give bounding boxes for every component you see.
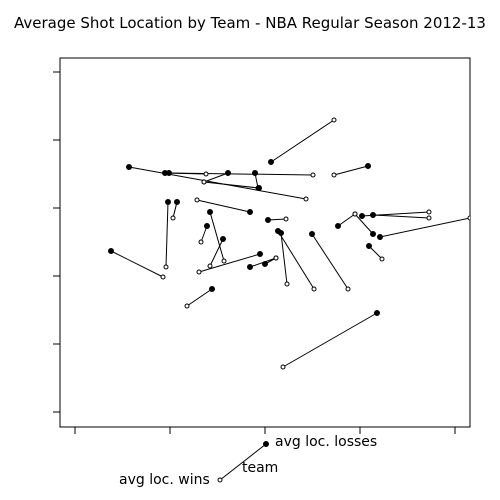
team-wins-point-12	[221, 258, 227, 264]
team-losses-point-17	[370, 212, 376, 218]
team-losses-point-26	[247, 264, 253, 270]
team-losses-point-28	[209, 286, 215, 292]
team-losses-point-3	[166, 170, 172, 176]
team-losses-point-14	[220, 236, 226, 242]
team-losses-point-13	[204, 223, 210, 229]
chart-title: Average Shot Location by Team - NBA Regu…	[14, 14, 486, 32]
team-wins-point-18	[467, 215, 470, 221]
x-axis	[74, 426, 456, 434]
team-losses-point-16	[359, 213, 365, 219]
team-wins-point-13	[198, 239, 204, 245]
legend-wins-marker	[217, 477, 223, 483]
y-axis	[53, 71, 61, 413]
team-segment-0	[270, 119, 335, 163]
team-losses-point-8	[165, 199, 171, 205]
team-segment-23	[311, 233, 349, 290]
team-wins-point-29	[280, 364, 286, 370]
legend-team-label: team	[242, 460, 279, 476]
team-segment-6	[333, 165, 369, 176]
team-losses-point-18	[377, 234, 383, 240]
team-losses-point-4	[225, 170, 231, 176]
team-wins-point-28	[184, 303, 190, 309]
team-segment-4	[203, 172, 229, 183]
team-wins-point-14	[207, 263, 213, 269]
team-points	[108, 117, 470, 370]
plot-frame	[59, 57, 471, 428]
legend-losses-label: avg loc. losses	[275, 434, 378, 450]
team-losses-point-23	[309, 231, 315, 237]
team-segment-21	[354, 213, 374, 235]
team-wins-point-10	[194, 197, 200, 203]
team-segment-14	[209, 238, 224, 267]
team-segment-7	[203, 181, 260, 189]
team-segment-18	[379, 217, 470, 238]
team-losses-point-22	[366, 243, 372, 249]
team-wins-point-24	[160, 274, 166, 280]
legend	[217, 441, 269, 483]
team-wins-point-21	[352, 211, 358, 217]
team-losses-point-25	[257, 251, 263, 257]
team-losses-point-24	[108, 248, 114, 254]
team-segment-19	[277, 230, 315, 290]
team-losses-point-11	[265, 217, 271, 223]
team-losses-point-29	[374, 310, 380, 316]
team-segment-22	[368, 245, 383, 260]
team-losses-point-15	[335, 223, 341, 229]
team-losses-point-1	[126, 164, 132, 170]
team-losses-point-6	[365, 163, 371, 169]
team-losses-point-5	[252, 170, 258, 176]
team-losses-point-0	[268, 159, 274, 165]
team-segment-17	[372, 214, 430, 219]
team-wins-point-23	[345, 286, 351, 292]
team-wins-point-20	[284, 281, 290, 287]
team-wins-point-16	[426, 209, 432, 215]
team-segment-24	[110, 250, 164, 278]
team-segment-8	[165, 201, 169, 268]
team-wins-point-3	[310, 172, 316, 178]
legend-losses-marker	[263, 441, 269, 447]
team-segment-28	[186, 288, 213, 307]
team-losses-point-12	[207, 209, 213, 215]
team-wins-point-6	[331, 172, 337, 178]
team-segment-11	[267, 218, 287, 221]
team-wins-point-27	[273, 255, 279, 261]
team-wins-point-7	[201, 179, 207, 185]
team-segment-15	[337, 213, 356, 227]
team-wins-point-0	[331, 117, 337, 123]
team-losses-point-21	[370, 231, 376, 237]
team-wins-point-2	[203, 171, 209, 177]
team-segment-20	[280, 232, 288, 285]
team-segment-12	[209, 211, 225, 262]
team-wins-point-9	[170, 215, 176, 221]
team-wins-point-25	[196, 269, 202, 275]
team-segment-25	[198, 253, 261, 273]
team-wins-point-8	[163, 264, 169, 270]
team-wins-point-1	[303, 196, 309, 202]
team-losses-point-9	[174, 199, 180, 205]
team-losses-point-20	[278, 230, 284, 236]
legend-segment	[219, 443, 267, 481]
team-segment-10	[196, 199, 251, 213]
team-losses-point-10	[247, 209, 253, 215]
team-segments	[110, 119, 470, 368]
team-wins-point-19	[311, 286, 317, 292]
team-segment-3	[168, 172, 314, 176]
team-losses-point-27	[262, 261, 268, 267]
team-wins-point-11	[283, 216, 289, 222]
legend-wins-label: avg loc. wins	[119, 472, 210, 488]
team-segment-29	[282, 312, 378, 368]
team-wins-point-22	[379, 256, 385, 262]
team-losses-point-7	[256, 185, 262, 191]
team-wins-point-17	[426, 215, 432, 221]
